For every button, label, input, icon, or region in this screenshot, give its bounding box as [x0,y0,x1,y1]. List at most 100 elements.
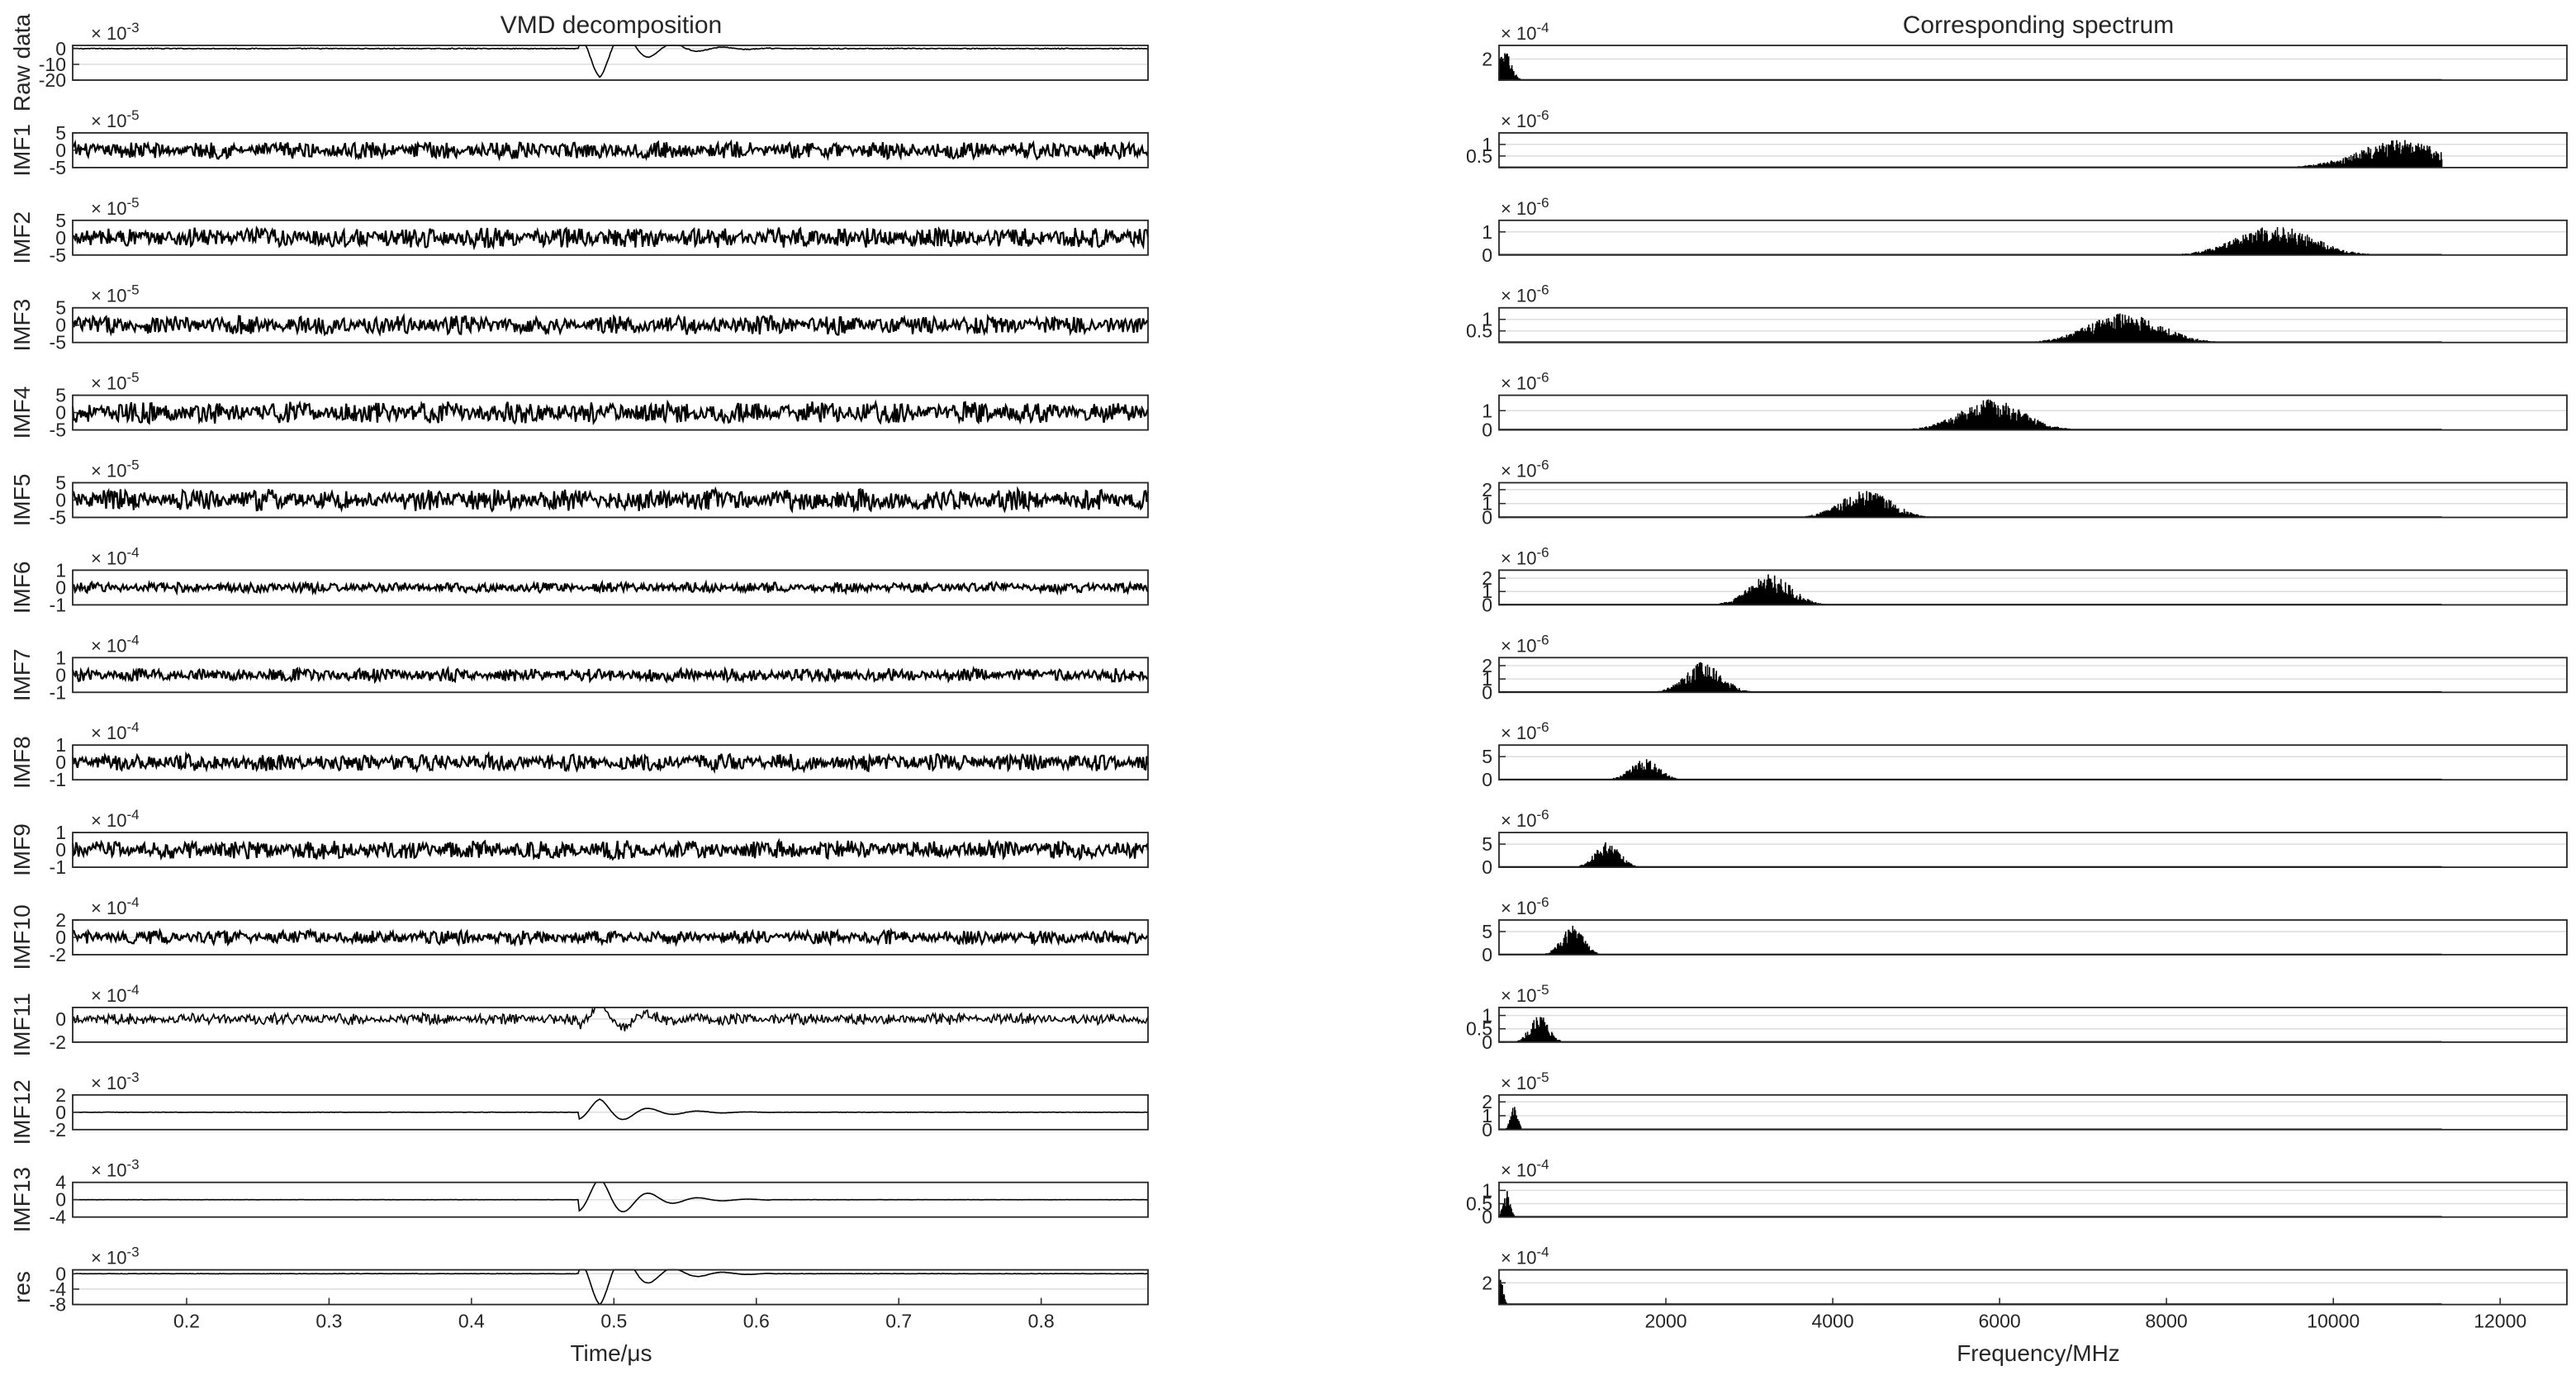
x-tick-label: 0.3 [315,1311,342,1332]
y-tick-label: -4 [50,1207,67,1228]
y-tick-label: 1 [1482,1179,1492,1201]
x-tick-label: 0.8 [1028,1311,1055,1332]
signal-trace [72,45,1148,78]
vmd-panel-imf2: -505 × 10-5 IMF2 [9,195,1150,266]
y-axis-exponent: × 10-5 [1501,1069,1549,1093]
y-axis-exponent: × 10-3 [91,1069,140,1093]
y-tick-label: 1 [1482,493,1492,515]
y-tick-label: 5 [55,297,66,319]
signal-trace [72,139,1150,162]
y-tick-label: 2 [1482,49,1492,70]
spectrum-trace [1499,574,2442,605]
y-tick-label: 0 [1482,856,1492,878]
y-tick-label: 0 [55,927,66,948]
y-tick-label: -5 [50,332,66,353]
x-tick-label: 0.2 [173,1311,200,1332]
panel-label: IMF1 [9,124,35,177]
vmd-panel-imf3: -505 × 10-5 IMF3 [9,282,1149,353]
right-x-axis-label: Frequency/MHz [1957,1340,2120,1366]
spectrum-trace [1499,399,2442,430]
panel-label: IMF10 [9,904,35,970]
y-tick-label: 1 [1482,668,1492,690]
y-tick-label: 1 [55,822,66,843]
y-axis-exponent: × 10-6 [1501,719,1549,743]
y-tick-label: 0 [1482,1031,1492,1053]
y-tick-label: -1 [50,856,66,878]
signal-trace [72,225,1150,251]
panel-frame [1498,1181,2568,1218]
y-axis-exponent: × 10-5 [91,458,140,481]
spectrum-panel: 012 × 10-6 [1482,632,2568,703]
spectrum-panel: 00.51 × 10-5 [1466,982,2568,1053]
y-tick-label: -2 [50,1031,66,1053]
left-x-axis-label: Time/μs [570,1340,652,1366]
panel-frame [1498,569,2568,606]
y-tick-label: 0 [1482,594,1492,615]
signal-trace [71,399,1150,426]
vmd-panel-imf1: -505 × 10-5 IMF1 [9,107,1150,178]
y-axis-exponent: × 10-3 [91,1245,140,1269]
panel-label: IMF4 [9,386,35,439]
spectrum-panel: 0.51 × 10-6 [1466,107,2568,168]
y-tick-label: 5 [1482,746,1492,767]
panel-frame [1498,1093,2568,1131]
y-axis-exponent: × 10-6 [1501,458,1549,481]
signal-trace [71,751,1150,775]
y-axis-exponent: × 10-4 [1501,20,1549,44]
y-axis-exponent: × 10-6 [1501,282,1549,306]
y-tick-label: 0 [1482,944,1492,965]
y-tick-label: 0 [1482,1119,1492,1141]
vmd-panel-imf6: -101 × 10-4 IMF6 [9,544,1149,615]
y-tick-label: 5 [1482,921,1492,942]
x-tick-label: 2000 [1644,1311,1686,1332]
panel-frame [1498,1007,2568,1043]
y-tick-label: 0 [1482,244,1492,266]
signal-trace [71,313,1149,337]
y-tick-label: 0 [55,752,66,773]
y-tick-label: 1 [55,647,66,668]
y-tick-label: 0.5 [1466,1018,1492,1040]
y-tick-label: 0 [55,315,66,336]
spectrum-panel: 00.51 × 10-4 [1466,1157,2568,1228]
x-tick-label: 0.4 [458,1311,485,1332]
left-chart-title: VMD decomposition [500,12,722,39]
y-axis-exponent: × 10-6 [1501,107,1549,131]
y-tick-label: -20 [39,69,66,91]
y-axis-exponent: × 10-6 [1501,894,1549,918]
spectrum-trace [1499,313,2442,343]
y-tick-label: 2 [1482,479,1492,500]
spectrum-panel: 012 × 10-6 [1482,544,2568,615]
y-tick-label: 0 [1482,681,1492,703]
panel-label: IMF12 [9,1079,35,1145]
panel-frame [72,1007,1149,1043]
y-tick-label: 2 [55,1084,66,1106]
panel-label: IMF7 [9,648,35,701]
vmd-panel-raw-data: -20-100 × 10-3 Raw data [9,13,1149,111]
y-tick-label: 4 [55,1172,66,1193]
spectrum-trace [1499,1017,2442,1043]
spectrum-panel: 2 × 10-4 [1482,1245,2568,1306]
y-tick-label: 0.5 [1466,145,1492,167]
y-tick-label: 1 [1482,400,1492,421]
vmd-panel-imf11: -20 × 10-4 IMF11 [9,982,1149,1057]
panel-label: IMF13 [9,1167,35,1232]
y-axis-exponent: × 10-4 [91,982,140,1006]
y-axis-exponent: × 10-4 [1501,1157,1549,1181]
y-axis-exponent: × 10-4 [91,544,140,568]
y-tick-label: 5 [55,385,66,406]
panel-label: Raw data [9,13,35,111]
vmd-panel-imf8: -101 × 10-4 IMF8 [9,719,1150,790]
panel-label: IMF11 [9,993,35,1056]
panel-frame [1498,1269,2568,1306]
y-tick-label: -5 [50,157,66,178]
spectrum-trace [1499,1107,2442,1131]
signal-trace [72,927,1148,947]
panel-frame [72,1269,1149,1306]
y-tick-label: 0 [55,576,66,598]
y-tick-label: 1 [1482,1105,1492,1126]
y-tick-label: -5 [50,420,66,441]
panel-frame [1498,306,2568,344]
y-axis-exponent: × 10-6 [1501,632,1549,656]
panel-label: IMF2 [9,211,35,264]
